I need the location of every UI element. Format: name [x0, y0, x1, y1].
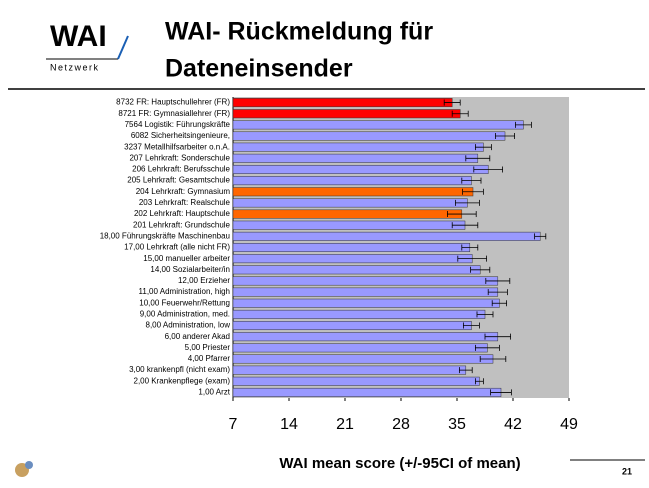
y-tick-label: 9,00 Administration, med. — [140, 309, 230, 318]
bar — [232, 120, 524, 130]
error-bar — [454, 199, 480, 206]
y-tick-label: 203 Lehrkraft: Realschule — [139, 198, 231, 207]
y-tick-label: 14,00 Sozialarbeiter/in — [150, 265, 230, 274]
error-bar — [474, 344, 500, 351]
y-tick-label: 8,00 Administration, low — [146, 321, 231, 330]
bar — [232, 176, 472, 186]
bar — [232, 254, 473, 264]
error-bar — [491, 300, 508, 307]
logo: WAI Netzwerk — [46, 20, 129, 72]
y-tick-label: 3237 Metallhilfsarbeiter o.n.A. — [124, 142, 230, 151]
error-bar — [446, 211, 477, 218]
error-bar — [487, 289, 508, 296]
bar — [232, 198, 468, 208]
y-tick-label: 18,00 Führungskräfte Maschinenbau — [100, 231, 230, 240]
bar — [232, 153, 479, 163]
bar — [232, 164, 489, 174]
x-axis-label: WAI mean score (+/-95CI of mean) — [279, 455, 520, 472]
bar — [232, 332, 499, 342]
bar — [232, 309, 486, 319]
error-bar — [465, 155, 491, 162]
error-bar — [485, 277, 511, 284]
bar — [232, 187, 474, 197]
y-tick-label: 6082 Sicherheitsingenieure, — [131, 131, 230, 140]
y-tick-label: 11,00 Administration, high — [139, 287, 230, 296]
logo-slash — [117, 35, 129, 60]
bar — [232, 209, 463, 219]
x-tick-label: 7 — [229, 416, 238, 433]
error-bar — [451, 110, 469, 117]
y-tick-label: 12,00 Erzieher — [178, 276, 230, 285]
x-tick-label: 49 — [560, 416, 578, 433]
bar — [232, 343, 488, 353]
page-number: 21 — [622, 466, 632, 476]
x-tick-label: 42 — [504, 416, 522, 433]
logo-text: WAI — [50, 20, 107, 53]
x-tick-label: 14 — [280, 416, 298, 433]
bar — [232, 354, 494, 364]
error-bar — [534, 233, 547, 240]
x-tick-label: 28 — [392, 416, 410, 433]
bar — [232, 220, 466, 230]
y-tick-label: 5,00 Priester — [185, 343, 231, 352]
bar — [232, 98, 453, 108]
error-bar — [515, 121, 532, 128]
bar — [232, 387, 502, 397]
slide-title: Dateneinsender — [165, 55, 353, 83]
slide-title: WAI- Rückmeldung für — [165, 18, 433, 46]
bar — [232, 276, 499, 286]
y-tick-label: 3,00 krankenpfl (nicht exam) — [129, 365, 230, 374]
bar — [232, 109, 461, 119]
bar — [232, 298, 500, 308]
y-tick-label: 8732 FR: Hauptschullehrer (FR) — [116, 98, 230, 107]
y-tick-label: 205 Lehrkraft: Gesamtschule — [127, 176, 230, 185]
error-bar — [470, 266, 491, 273]
bar — [232, 142, 484, 152]
error-bar — [457, 255, 488, 262]
error-bar — [474, 378, 484, 385]
error-bar — [462, 322, 480, 329]
error-bar — [473, 166, 504, 173]
footer-icon — [15, 461, 33, 477]
y-tick-label: 15,00 manueller arbeiter — [143, 254, 230, 263]
bar — [232, 376, 480, 386]
icon — [25, 461, 33, 469]
bar — [232, 231, 541, 241]
y-tick-label: 201 Lehrkraft: Grundschule — [133, 220, 230, 229]
y-tick-label: 204 Lehrkraft: Gymnasium — [136, 187, 231, 196]
bar — [232, 131, 506, 141]
bar — [232, 321, 472, 331]
y-tick-label: 4,00 Pfarrer — [188, 354, 231, 363]
y-tick-label: 1,00 Arzt — [198, 388, 230, 397]
y-tick-label: 202 Lehrkraft: Hauptschule — [134, 209, 231, 218]
error-bar — [474, 144, 492, 151]
error-bar — [461, 177, 482, 184]
error-bar — [476, 311, 494, 318]
bar — [232, 287, 499, 297]
y-tick-label: 7564 Logistik: Führungskräfte — [125, 120, 231, 129]
y-tick-label: 8721 FR: Gymnasiallehrer (FR) — [118, 109, 230, 118]
logo-subtext: Netzwerk — [50, 62, 100, 72]
error-bar — [484, 333, 512, 340]
error-bar — [494, 133, 515, 140]
error-bar — [443, 99, 461, 106]
y-tick-label: 6,00 anderer Akad — [165, 332, 230, 341]
y-tick-label: 17,00 Lehrkraft (alle nicht FR) — [124, 243, 230, 252]
bar — [232, 243, 471, 252]
y-tick-label: 207 Lehrkraft: Sonderschule — [129, 153, 230, 162]
y-tick-label: 2,00 Krankenpflege (exam) — [134, 376, 231, 385]
bar — [232, 365, 467, 375]
y-tick-label: 10,00 Feuerwehr/Rettung — [139, 298, 230, 307]
x-tick-label: 21 — [336, 416, 354, 433]
error-bar — [451, 222, 479, 229]
y-tick-label: 206 Lehrkraft: Berufsschule — [132, 165, 230, 174]
x-tick-label: 35 — [448, 416, 466, 433]
error-bar — [458, 367, 473, 374]
bar — [232, 265, 481, 275]
error-bar — [490, 389, 512, 396]
error-bar — [479, 355, 507, 362]
error-bar — [461, 244, 479, 251]
error-bar — [462, 188, 484, 195]
